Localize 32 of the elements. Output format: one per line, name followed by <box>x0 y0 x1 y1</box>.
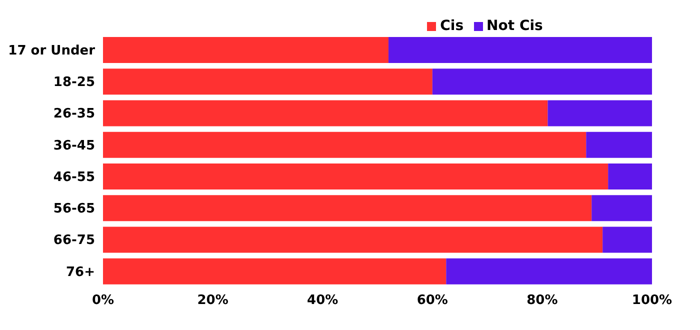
x-tick-label: 80% <box>526 293 558 308</box>
bar <box>432 68 652 95</box>
bar <box>446 258 652 284</box>
bar <box>103 195 592 222</box>
legend-label: Cis <box>440 18 464 34</box>
bar <box>592 195 652 222</box>
x-tick-label: 40% <box>307 293 338 308</box>
x-tick-label: 100% <box>632 293 672 308</box>
bar <box>103 164 608 190</box>
y-tick-label: 76+ <box>66 264 95 280</box>
x-tick-label: 20% <box>197 293 228 308</box>
y-tick-label: 56-65 <box>53 202 95 217</box>
bar <box>602 226 652 253</box>
bar <box>103 132 586 158</box>
legend-label: Not Cis <box>486 18 543 34</box>
bar <box>586 132 652 158</box>
bar <box>103 100 548 126</box>
y-tick-label: 17 or Under <box>8 43 96 58</box>
bar <box>103 226 603 253</box>
bar <box>548 100 652 126</box>
bar <box>103 258 446 284</box>
y-tick-label: 46-55 <box>53 170 95 185</box>
x-tick-label: 60% <box>416 293 448 308</box>
x-tick-label: 0% <box>92 293 114 308</box>
y-tick-label: 66-75 <box>53 233 95 248</box>
bar <box>608 164 652 190</box>
y-tick-label: 26-35 <box>53 106 95 122</box>
y-tick-label: 36-45 <box>53 138 95 154</box>
bar <box>103 68 432 95</box>
bar <box>103 37 388 63</box>
bar <box>388 37 652 63</box>
y-tick-label: 18-25 <box>53 75 95 90</box>
